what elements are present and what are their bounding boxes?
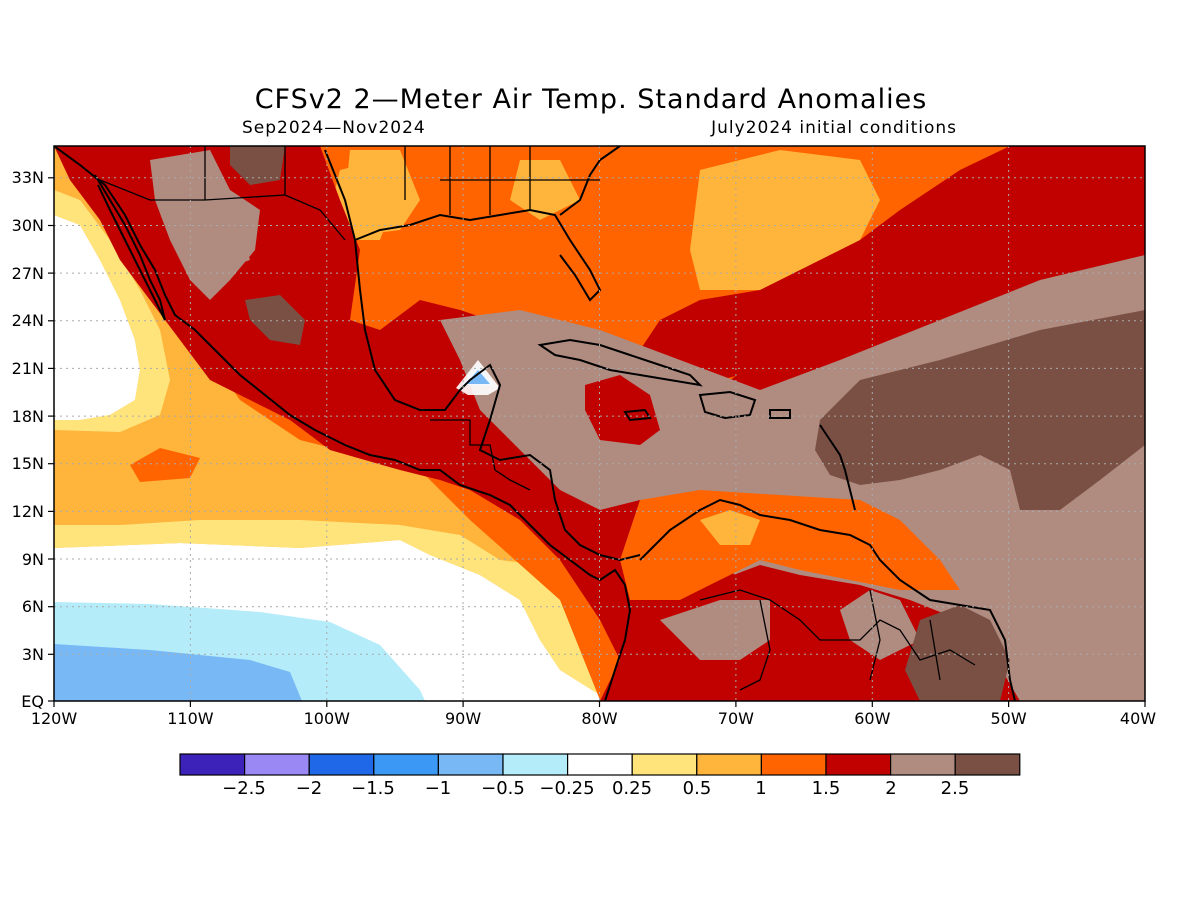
region-brown-mexico [245, 295, 305, 345]
colorbar-swatch [760, 753, 827, 776]
region-yellow-north [54, 190, 170, 432]
initial-conditions: July2024 initial conditions [711, 118, 957, 138]
colorbar-label: −0.25 [539, 778, 594, 799]
border-us-states [404, 146, 600, 215]
colorbar-swatch [954, 753, 1021, 776]
colorbar-label: 2 [885, 778, 896, 799]
lon-label: 70W [718, 709, 754, 728]
region-brown-north [230, 146, 285, 185]
colorbar-swatch [373, 753, 439, 776]
gridlines [54, 146, 1145, 701]
lon-label: 80W [581, 709, 617, 728]
colorbar-swatch [179, 753, 246, 776]
colorbar-label: 0.25 [612, 778, 652, 799]
region-light-blue [54, 644, 302, 701]
forecast-period: Sep2024—Nov2024 [242, 118, 426, 138]
colorbar-label: −2.5 [222, 778, 266, 799]
region-white-north [54, 215, 140, 420]
region-red-carib [585, 375, 660, 445]
colorbar [179, 753, 1021, 776]
coast-gulf [324, 149, 641, 562]
lat-label: 18N [12, 407, 44, 426]
lat-label: 24N [12, 311, 44, 330]
lon-label: 50W [991, 709, 1027, 728]
lat-label: 3N [22, 645, 44, 664]
region-orange-patch [130, 448, 200, 482]
lat-label: 9N [22, 550, 44, 569]
coast-lesser-antilles [819, 424, 856, 511]
lon-label: 40W [1120, 709, 1156, 728]
region-yellow-sa [700, 510, 760, 545]
coast-puerto-rico [769, 409, 791, 419]
colorbar-swatch [825, 753, 892, 776]
coast-hispaniola [698, 390, 757, 420]
region-brown-east [815, 310, 1145, 510]
colorbar-swatch [696, 753, 762, 776]
region-yellow-south [54, 520, 640, 701]
coast-florida [559, 146, 621, 216]
lon-label: 90W [445, 709, 481, 728]
colorbar-swatch [566, 753, 633, 776]
colorbar-label: 0.5 [683, 778, 712, 799]
colorbar-swatch [502, 753, 569, 776]
lat-label: 21N [12, 359, 44, 378]
coast-jamaica [623, 408, 652, 422]
borders [94, 146, 976, 691]
colorbar-label: −1 [425, 778, 452, 799]
colorbar-swatch [889, 753, 956, 776]
lat-labels: EQ 3N 6N 9N 12N 15N 18N 21N 24N 27N 30N … [12, 168, 44, 711]
border-south-america [699, 589, 976, 691]
colorbar-label: −2 [296, 778, 323, 799]
coast-south-america [639, 498, 1016, 701]
coast-pacific-mexico [54, 146, 632, 701]
colorbar-swatch [308, 753, 375, 776]
lat-label: 27N [12, 264, 44, 283]
lat-label: 33N [12, 168, 44, 187]
colorbar-label: 2.5 [941, 778, 970, 799]
colorbar-swatch [244, 753, 310, 776]
lat-label: 15N [12, 454, 44, 473]
region-taupe-sa [660, 590, 920, 660]
coast-us-gulf [354, 208, 602, 302]
chart-title: CFSv2 2—Meter Air Temp. Standard Anomali… [254, 84, 928, 115]
lon-labels: 120W 110W 100W 90W 80W 70W 60W 50W 40W [31, 709, 1156, 728]
lat-label: 30N [12, 216, 44, 235]
border-us-mexico [94, 146, 346, 241]
colorbar-label: 1 [755, 778, 766, 799]
region-orange-gulf [345, 150, 420, 235]
colorbar-label: −1.5 [351, 778, 395, 799]
lat-label: 12N [12, 502, 44, 521]
lon-label: 100W [304, 709, 351, 728]
colorbar-label: 1.5 [812, 778, 841, 799]
lon-label: 60W [854, 709, 890, 728]
coast-baja [94, 174, 166, 321]
colorbar-labels: −2.5 −2 −1.5 −1 −0.5 −0.25 0.25 0.5 1 1.… [222, 778, 969, 799]
tick-marks [48, 177, 1146, 707]
lat-label: 6N [22, 597, 44, 616]
region-red-east [640, 146, 1145, 380]
coastlines [54, 146, 1016, 701]
region-blue-yucatan-inner [466, 370, 490, 384]
lon-label: 120W [31, 709, 78, 728]
lon-label: 110W [167, 709, 214, 728]
border-central-america [430, 419, 531, 491]
colorbar-swatch [631, 753, 698, 776]
colorbar-label: −0.5 [481, 778, 525, 799]
colorbar-swatch [437, 753, 504, 776]
lat-label: EQ [21, 692, 44, 711]
